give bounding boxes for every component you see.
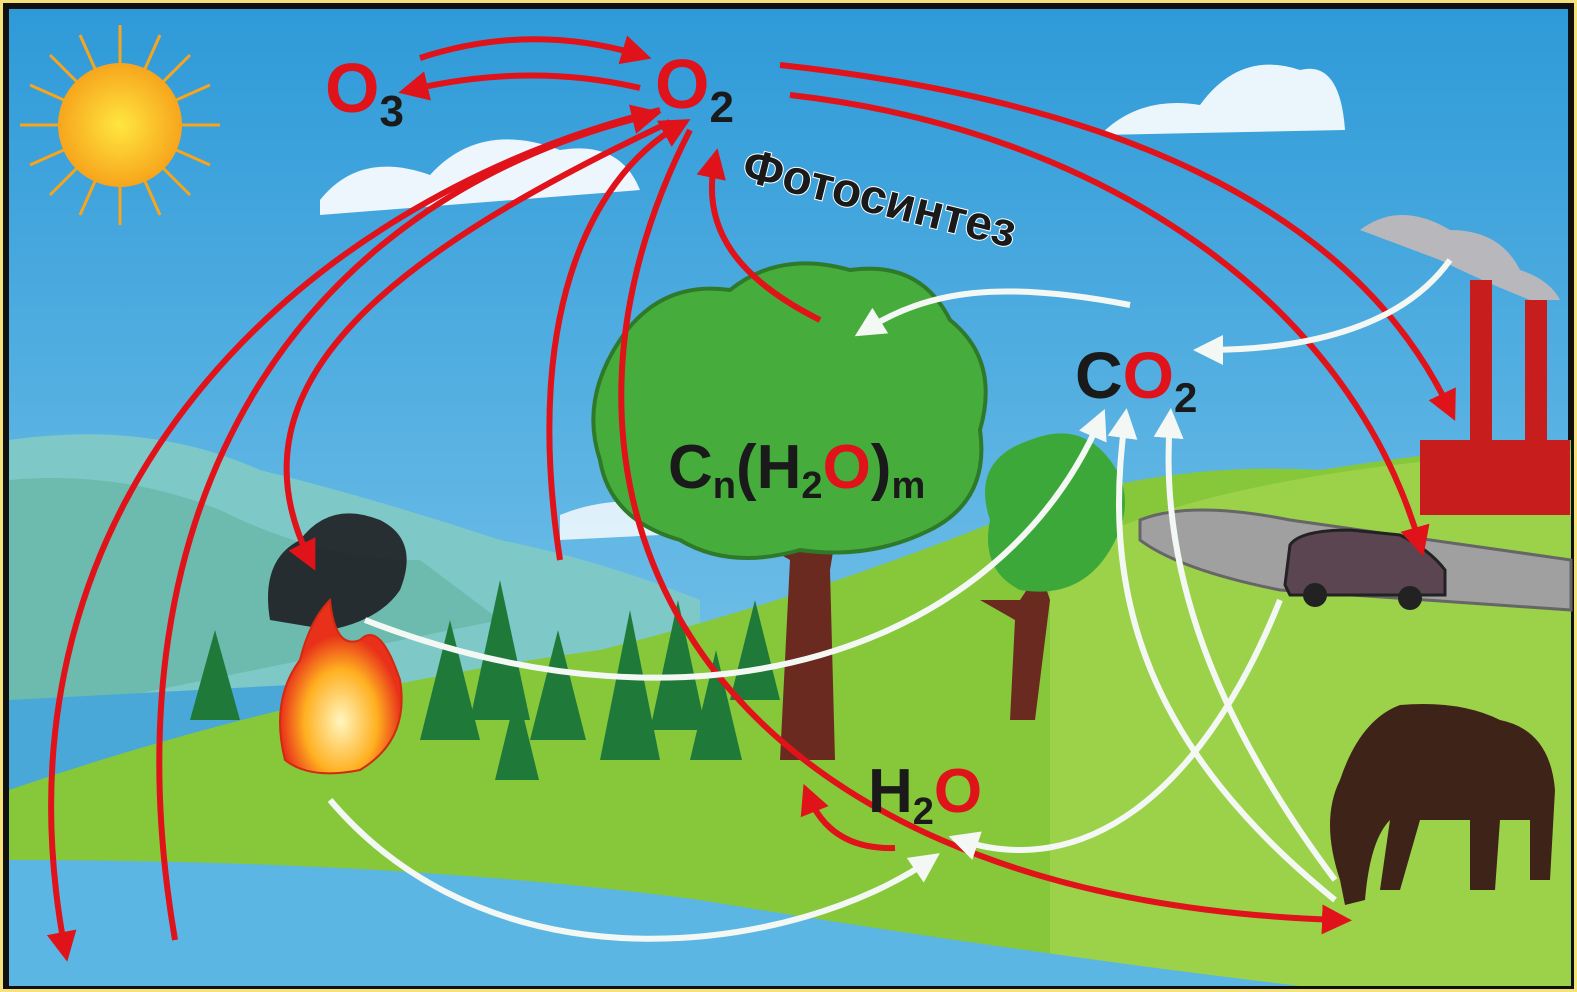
symbol: O: [655, 45, 709, 123]
symbol: O: [934, 757, 982, 826]
symbol: (H: [736, 433, 801, 502]
symbol: O: [823, 433, 871, 502]
symbol: C: [668, 433, 713, 502]
page: {"nodes":[ {"parts":["O","3"]}, {"parts"…: [0, 0, 1577, 992]
subscript: m: [891, 465, 925, 507]
subscript: 2: [801, 465, 822, 507]
subscript: 2: [1174, 374, 1197, 421]
subscript: 3: [379, 87, 403, 136]
symbol: ): [871, 433, 892, 502]
symbol: O: [1123, 338, 1174, 412]
symbol: O: [325, 49, 379, 127]
carbohydrate-label: Cn(H2O)m: [668, 433, 925, 507]
subscript: n: [713, 465, 736, 507]
oxygen-cycle-diagram: O3 O2 Фотосинтез CO2 Cn(H2O)m H2O: [0, 0, 1577, 992]
symbol: H: [868, 757, 913, 826]
symbol: C: [1075, 338, 1123, 412]
sun: [20, 25, 220, 225]
subscript: 2: [913, 791, 934, 833]
subscript: 2: [709, 83, 733, 132]
